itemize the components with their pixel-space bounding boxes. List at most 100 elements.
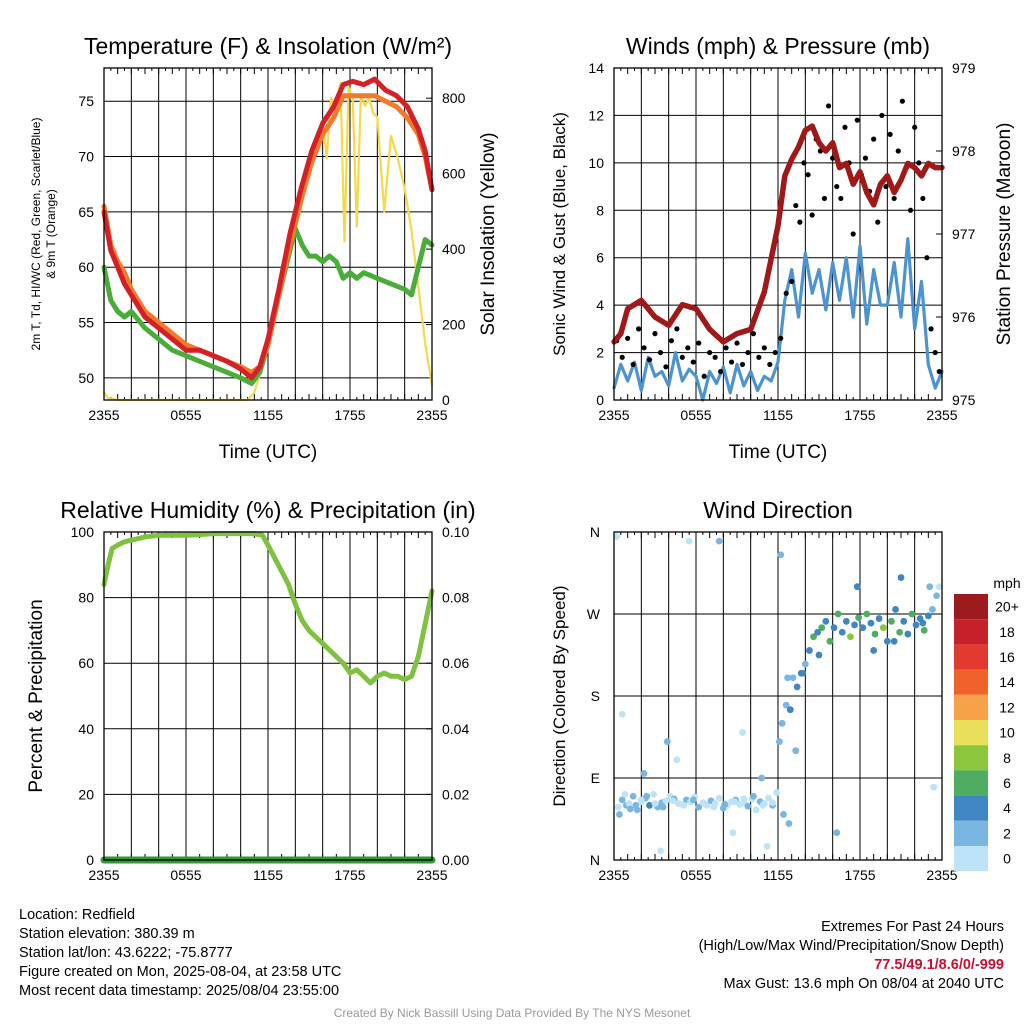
gust-point [883, 183, 889, 190]
colorbar-swatch [954, 644, 988, 670]
wind-direction-point [792, 747, 800, 755]
wind-direction-point [632, 801, 640, 809]
wind-direction-point [614, 803, 622, 811]
gust-point [916, 160, 922, 166]
wind-direction-point [730, 798, 738, 806]
gust-point [646, 357, 653, 363]
y-axis-label: Percent & Precipitation [26, 599, 47, 792]
wind-direction-point [908, 610, 916, 618]
wind-direction-point [744, 802, 752, 810]
wind-direction-point [871, 630, 879, 638]
wind-direction-point [870, 647, 878, 654]
x-tick-label: 1755 [334, 407, 365, 423]
colorbar-level-label: 12 [999, 699, 1015, 715]
wind-direction-point [673, 756, 681, 764]
colorbar-swatch [954, 619, 988, 645]
y-tick-label: 55 [78, 315, 94, 331]
wind-direction-point [739, 729, 746, 736]
extremes-summary: Extremes For Past 24 Hours (High/Low/Max… [699, 918, 1004, 994]
x-axis-label: Time (UTC) [219, 442, 318, 463]
y2-tick-label: 0.08 [442, 590, 469, 606]
gust-point [652, 331, 658, 337]
y2-tick-label: 0.00 [442, 852, 469, 868]
wind-direction-point [625, 800, 633, 807]
wind-direction-point [838, 628, 846, 636]
x-tick-label: 1155 [763, 407, 793, 423]
wind-direction-point [710, 803, 718, 811]
wind-direction-point [613, 533, 621, 540]
wind-direction-point [700, 800, 708, 807]
wind-direction-point [912, 621, 920, 629]
x-tick-label: 2355 [926, 867, 957, 883]
gust-point [674, 326, 680, 332]
gust-point [924, 255, 930, 261]
wind-direction-point [806, 647, 813, 654]
gust-point [701, 373, 707, 379]
gust-point [663, 364, 669, 370]
gust-point [854, 117, 860, 123]
y-tick-label: 20 [78, 786, 94, 802]
plot-border [613, 531, 943, 861]
colorbar-swatch [954, 745, 988, 771]
colorbar-swatch [954, 820, 988, 846]
colorbar-swatch [954, 770, 988, 796]
y-tick-label: N [590, 852, 600, 868]
wind-direction-point [627, 805, 634, 813]
series-pressure [611, 123, 945, 345]
wind-direction-point [926, 583, 934, 591]
x-tick-label: 0555 [680, 407, 711, 423]
x-tick-label: 1155 [253, 867, 283, 883]
wind-direction-point [815, 651, 823, 659]
humidity-precipitation-panel: 0 20 40 60 80 100 0.00 0.02 0.04 0.06 0.08 0.10 2355… [26, 497, 476, 883]
y-tick-label: 70 [78, 149, 94, 165]
wind-direction-point [896, 628, 904, 636]
wind-direction-point [822, 617, 830, 625]
colorbar-level-label: 10 [999, 725, 1015, 741]
gust-point [723, 345, 729, 351]
wind-direction-point [629, 792, 637, 800]
x-tick-label: 2355 [416, 867, 447, 883]
wind-speed-colorbar: mph 20+ 18 16 14 12 10 8 6 4 2 0 [954, 575, 1021, 872]
x-tick-label: 2355 [88, 867, 119, 883]
wind-direction-point [758, 774, 765, 782]
wind-direction-point [930, 783, 938, 791]
wind-direction-point [616, 811, 623, 818]
wind-direction-point [834, 610, 842, 618]
x-tick-label: 1155 [763, 867, 793, 883]
x-tick-label: 2355 [598, 867, 629, 883]
y-tick-label: 10 [588, 155, 604, 171]
colorbar-level-label: 14 [999, 674, 1015, 690]
wind-direction-point [842, 617, 850, 625]
colorbar-level-label: 4 [1003, 800, 1011, 816]
wind-direction-point [715, 537, 723, 545]
y2-tick-label: 0.02 [442, 786, 469, 802]
station-location: Location: Redfield [19, 907, 136, 923]
gust-point [825, 103, 832, 109]
wind-direction-point [669, 797, 677, 805]
y2-axis-label: Station Pressure (Maroon) [994, 123, 1015, 346]
wind-direction-point [933, 592, 940, 600]
y-tick-label: W [587, 606, 601, 622]
gust-point [834, 183, 840, 190]
wind-direction-point [919, 619, 927, 627]
wind-direction-point [643, 792, 651, 800]
y-axis-label: 2m T, Td, HI/WC (Red, Green, Scarlet/Blu… [29, 118, 43, 351]
y-tick-label: 60 [78, 655, 94, 671]
gust-point [625, 335, 631, 341]
x-tick-label: 2355 [926, 407, 957, 423]
x-tick-label: 0555 [170, 867, 201, 883]
y-tick-label: 65 [78, 204, 94, 220]
y-tick-label: 4 [596, 297, 604, 313]
gust-point [879, 112, 885, 119]
temperature-insolation-panel: 50 55 60 65 70 75 0 200 400 600 800 2355 0555 1155 175… [29, 33, 499, 463]
wind-direction-point [847, 633, 854, 641]
y-tick-label: 8 [596, 202, 604, 218]
wind-direction-point [853, 583, 861, 591]
y2-tick-label: 200 [442, 317, 466, 333]
gust-point [636, 326, 642, 332]
gust-point [772, 349, 778, 356]
chart-title: Temperature (F) & Insolation (W/m²) [84, 33, 452, 59]
gust-point [842, 124, 848, 130]
figure-created: Figure created on Mon, 2025-08-04, at 23… [19, 964, 342, 980]
x-tick-label: 1155 [253, 407, 283, 423]
